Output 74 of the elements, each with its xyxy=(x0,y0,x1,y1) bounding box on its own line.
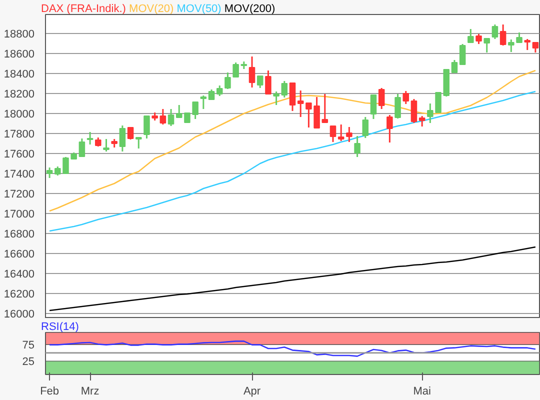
candlestick xyxy=(160,108,166,126)
candlestick xyxy=(248,56,256,88)
line-series xyxy=(48,70,536,212)
candlestick xyxy=(500,24,506,46)
candlestick xyxy=(418,115,426,128)
y-tick-label: 16800 xyxy=(4,228,35,240)
candlestick xyxy=(362,116,369,139)
candlestick xyxy=(394,93,401,120)
x-tick-label: Mrz xyxy=(80,386,100,398)
candlestick xyxy=(459,43,466,66)
line-series xyxy=(48,340,536,357)
candlestick xyxy=(322,93,328,124)
candlestick xyxy=(289,82,296,112)
candlestick xyxy=(410,98,418,124)
candlestick xyxy=(386,114,393,144)
x-tick-label: Feb xyxy=(40,386,60,398)
candlestick xyxy=(330,125,336,143)
legend-item: RSI(14) xyxy=(41,321,79,333)
candlestick xyxy=(256,74,264,89)
candlestick xyxy=(265,70,272,95)
candlestick xyxy=(451,59,458,74)
candlestick xyxy=(168,108,174,127)
y-tick-label: 16000 xyxy=(4,308,35,320)
candlestick xyxy=(136,136,142,150)
candlestick xyxy=(119,124,126,152)
y-tick-label: 16600 xyxy=(4,248,35,260)
legend-item: MOV(50) xyxy=(176,3,222,15)
candlestick xyxy=(492,24,498,40)
line-series xyxy=(48,246,536,312)
y-tick-label: 16200 xyxy=(4,288,35,300)
candlestick xyxy=(232,62,239,78)
candlestick xyxy=(86,131,94,146)
candlestick xyxy=(127,126,134,140)
y-tick-label: 75 xyxy=(22,340,35,352)
y-tick-label: 17800 xyxy=(4,128,35,140)
candlestick xyxy=(378,87,385,110)
x-tick-label: Mai xyxy=(413,386,431,398)
candlestick xyxy=(144,115,150,140)
candlestick xyxy=(346,126,352,143)
legend-item: MOV(20) xyxy=(129,3,174,15)
y-tick-label: 18000 xyxy=(4,108,35,120)
line-series xyxy=(48,90,536,232)
candlestick xyxy=(200,94,207,110)
legend-item: DAX (FRA-Indik.) xyxy=(41,3,126,15)
candlestick xyxy=(370,94,377,120)
candlestick xyxy=(224,72,231,90)
y-tick-label: 18600 xyxy=(4,48,35,60)
candlestick xyxy=(532,41,539,54)
candlestick xyxy=(524,38,530,51)
y-tick-label: 17600 xyxy=(4,148,35,160)
y-tick-label: 17000 xyxy=(4,208,35,220)
candlestick xyxy=(78,138,86,158)
x-tick-label: Apr xyxy=(243,386,261,398)
y-tick-label: 18200 xyxy=(4,88,35,100)
candlestick xyxy=(402,90,410,105)
candlestick xyxy=(476,33,482,45)
candlestick xyxy=(216,84,223,97)
y-tick-label: 17200 xyxy=(4,188,35,200)
y-tick-label: 17400 xyxy=(4,168,35,180)
candlestick xyxy=(354,135,360,158)
legend-item: MOV(200) xyxy=(224,3,276,15)
candlestick xyxy=(468,28,474,44)
candlestick xyxy=(508,38,514,53)
y-tick-label: 25 xyxy=(22,356,35,368)
candlestick xyxy=(103,138,110,152)
candlestick xyxy=(484,38,490,54)
candlestick xyxy=(297,90,304,118)
candlestick xyxy=(338,124,344,142)
y-tick-label: 18400 xyxy=(4,68,35,80)
candlestick xyxy=(281,80,288,98)
candlestick xyxy=(46,166,53,179)
candlestick xyxy=(273,90,280,106)
y-tick-label: 18800 xyxy=(4,28,35,40)
y-tick-label: 16400 xyxy=(4,268,35,280)
